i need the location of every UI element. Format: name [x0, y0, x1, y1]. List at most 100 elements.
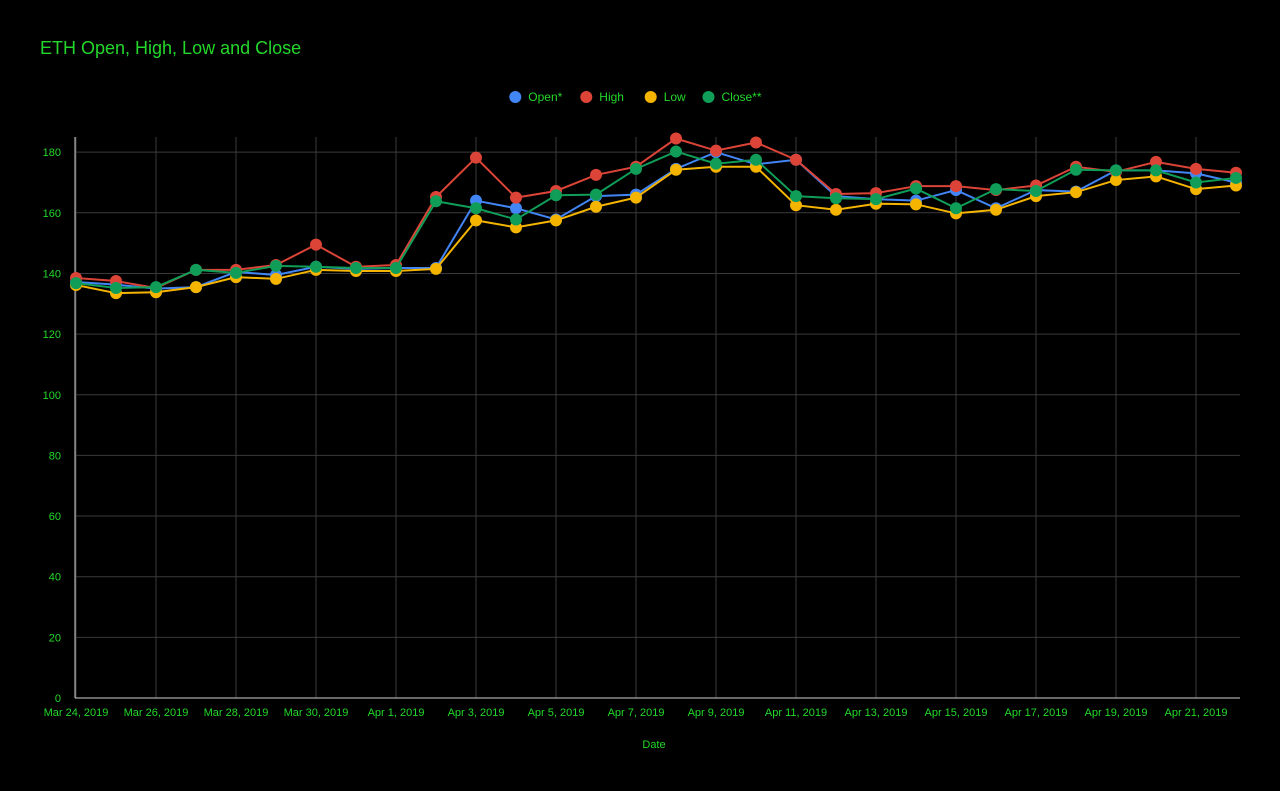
axis-layer: 0 20 40 60 80 100 120 140 160 180 Mar 24, 2019 Mar … — [43, 137, 1240, 719]
legend-swatch-close — [702, 91, 715, 103]
data-point-close — [270, 259, 282, 272]
data-point-open — [510, 202, 522, 215]
x-tick-label: Mar 30, 2019 — [284, 707, 349, 719]
y-tick-label: 100 — [43, 390, 61, 402]
legend-item-low[interactable]: Low — [644, 90, 686, 104]
data-point-close — [430, 195, 442, 208]
y-tick-label: 60 — [49, 511, 61, 523]
grid-layer — [75, 137, 1240, 698]
data-point-close — [110, 282, 122, 295]
series-line-open — [75, 151, 1237, 290]
series-line-close — [75, 150, 1237, 290]
legend-label-open: Open* — [528, 90, 562, 104]
series-close — [70, 145, 1242, 295]
data-point-close — [230, 266, 242, 279]
data-point-close — [710, 157, 722, 170]
data-point-low — [910, 198, 922, 211]
data-point-close — [390, 262, 402, 275]
x-tick-label: Apr 1, 2019 — [368, 707, 425, 719]
data-point-low — [790, 199, 802, 212]
data-point-high — [1150, 155, 1162, 168]
data-point-high — [670, 132, 682, 145]
data-point-low — [990, 203, 1002, 216]
data-point-close — [670, 145, 682, 158]
data-point-close — [990, 183, 1002, 196]
x-tick-label: Mar 26, 2019 — [124, 707, 189, 719]
data-point-close — [1110, 164, 1122, 177]
data-point-low — [1110, 174, 1122, 187]
y-tick-label: 80 — [49, 450, 61, 462]
legend-label-low: Low — [664, 90, 686, 104]
data-point-close — [1030, 184, 1042, 197]
data-point-close — [590, 188, 602, 201]
data-point-high — [310, 238, 322, 251]
data-point-low — [830, 203, 842, 216]
legend-item-open[interactable]: Open* — [509, 90, 563, 104]
data-point-close — [910, 182, 922, 195]
data-point-close — [750, 153, 762, 166]
data-point-close — [150, 281, 162, 294]
x-tick-label: Apr 5, 2019 — [528, 707, 585, 719]
y-tick-label: 120 — [43, 329, 61, 341]
data-point-close — [950, 202, 962, 215]
series-line-low — [75, 165, 1237, 295]
data-point-close — [790, 190, 802, 203]
data-point-high — [710, 144, 722, 157]
legend-label-high: High — [599, 90, 624, 104]
data-point-low — [590, 200, 602, 213]
chart-legend[interactable]: Open* High Low Close** — [509, 90, 762, 104]
data-point-low — [470, 214, 482, 227]
data-point-close — [510, 213, 522, 226]
data-point-close — [550, 189, 562, 202]
x-tick-label: Apr 21, 2019 — [1165, 707, 1228, 719]
data-point-low — [630, 191, 642, 204]
x-tick-label: Apr 3, 2019 — [448, 707, 505, 719]
data-point-close — [870, 193, 882, 206]
y-tick-label: 180 — [43, 147, 61, 159]
data-point-high — [510, 191, 522, 204]
data-point-close — [830, 192, 842, 205]
data-point-low — [270, 272, 282, 285]
data-point-low — [430, 262, 442, 275]
data-point-close — [70, 277, 82, 290]
data-point-low — [1070, 186, 1082, 199]
data-point-low — [670, 163, 682, 176]
y-tick-label: 20 — [49, 632, 61, 644]
series-layer — [70, 132, 1242, 300]
data-point-high — [470, 151, 482, 164]
legend-item-high[interactable]: High — [580, 90, 624, 104]
y-tick-label: 0 — [55, 693, 61, 705]
chart-title: ETH Open, High, Low and Close — [40, 38, 302, 58]
x-tick-label: Mar 24, 2019 — [44, 707, 109, 719]
legend-swatch-open — [509, 91, 522, 103]
data-point-close — [310, 260, 322, 273]
data-point-low — [550, 214, 562, 227]
y-tick-label: 140 — [43, 268, 61, 280]
data-point-close — [470, 202, 482, 215]
data-point-close — [1190, 176, 1202, 189]
legend-swatch-low — [644, 91, 657, 103]
data-point-close — [630, 162, 642, 175]
data-point-high — [950, 180, 962, 193]
x-tick-label: Apr 9, 2019 — [688, 707, 745, 719]
x-tick-label: Apr 19, 2019 — [1085, 707, 1148, 719]
x-axis-title: Date — [642, 739, 665, 751]
data-point-high — [790, 153, 802, 166]
data-point-high — [750, 136, 762, 149]
x-tick-label: Apr 15, 2019 — [925, 707, 988, 719]
series-open — [70, 146, 1242, 295]
x-tick-label: Apr 11, 2019 — [765, 707, 827, 719]
legend-item-close[interactable]: Close** — [702, 90, 762, 104]
data-point-close — [350, 262, 362, 275]
data-point-low — [190, 281, 202, 294]
legend-label-close: Close** — [722, 90, 762, 104]
y-tick-label: 160 — [43, 208, 61, 220]
series-line-high — [75, 137, 1237, 290]
legend-swatch-high — [580, 91, 593, 103]
data-point-high — [590, 168, 602, 181]
data-point-high — [1190, 162, 1202, 175]
x-tick-label: Apr 13, 2019 — [845, 707, 908, 719]
data-point-close — [1230, 171, 1242, 184]
y-tick-label: 40 — [49, 572, 61, 584]
